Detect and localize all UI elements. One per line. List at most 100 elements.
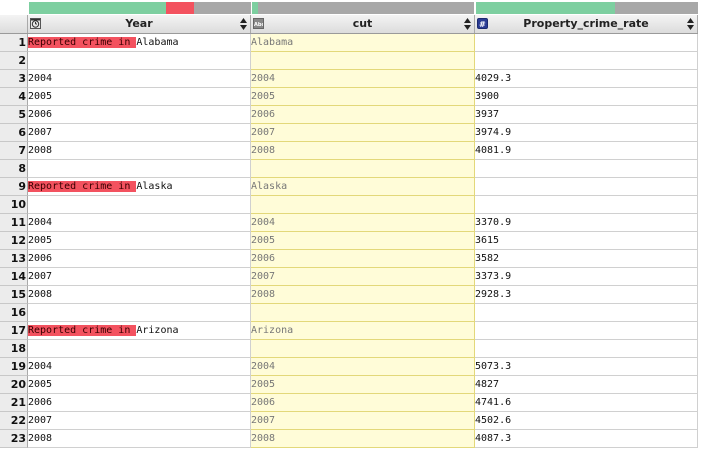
year-cell[interactable] <box>28 160 251 178</box>
year-cell[interactable]: Reported crime in Arizona <box>28 322 251 340</box>
year-cell[interactable]: 2005 <box>28 232 251 250</box>
sort-arrows-icon[interactable] <box>464 18 471 30</box>
text-type-icon[interactable]: Abc <box>253 18 264 29</box>
year-cell[interactable]: 2008 <box>28 430 251 448</box>
row-number[interactable]: 22 <box>0 412 28 430</box>
row-number[interactable]: 5 <box>0 106 28 124</box>
property-crime-rate-cell[interactable]: 3615 <box>475 232 698 250</box>
year-cell[interactable]: 2006 <box>28 106 251 124</box>
year-cell[interactable] <box>28 304 251 322</box>
row-number[interactable]: 3 <box>0 70 28 88</box>
row-number[interactable]: 8 <box>0 160 28 178</box>
row-number[interactable]: 9 <box>0 178 28 196</box>
property-crime-rate-cell[interactable]: 3937 <box>475 106 698 124</box>
row-number[interactable]: 4 <box>0 88 28 106</box>
property-crime-rate-cell[interactable] <box>475 340 698 358</box>
cut-cell[interactable]: 2007 <box>251 412 475 430</box>
year-cell[interactable]: 2008 <box>28 286 251 304</box>
column-header-cut[interactable]: Abc cut <box>251 15 475 33</box>
row-number[interactable]: 7 <box>0 142 28 160</box>
year-cell[interactable]: 2008 <box>28 142 251 160</box>
cut-cell[interactable]: 2004 <box>251 70 475 88</box>
property-crime-rate-cell[interactable]: 3582 <box>475 250 698 268</box>
year-cell[interactable]: Reported crime in Alaska <box>28 178 251 196</box>
property-crime-rate-cell[interactable] <box>475 304 698 322</box>
year-cell[interactable]: 2007 <box>28 124 251 142</box>
property-crime-rate-cell[interactable] <box>475 52 698 70</box>
quality-bar-cut[interactable] <box>252 2 474 14</box>
property-crime-rate-cell[interactable]: 4081.9 <box>475 142 698 160</box>
property-crime-rate-cell[interactable] <box>475 322 698 340</box>
cut-cell[interactable]: 2008 <box>251 286 475 304</box>
cut-cell[interactable] <box>251 196 475 214</box>
property-crime-rate-cell[interactable]: 4087.3 <box>475 430 698 448</box>
cut-cell[interactable]: 2004 <box>251 214 475 232</box>
property-crime-rate-cell[interactable] <box>475 34 698 52</box>
row-number[interactable]: 19 <box>0 358 28 376</box>
cut-cell[interactable]: Alabama <box>251 34 475 52</box>
year-cell[interactable]: 2005 <box>28 376 251 394</box>
row-number[interactable]: 15 <box>0 286 28 304</box>
cut-cell[interactable]: 2005 <box>251 376 475 394</box>
year-cell[interactable]: 2004 <box>28 70 251 88</box>
property-crime-rate-cell[interactable] <box>475 196 698 214</box>
cut-cell[interactable] <box>251 160 475 178</box>
row-number[interactable]: 2 <box>0 52 28 70</box>
year-cell[interactable] <box>28 52 251 70</box>
property-crime-rate-cell[interactable]: 3370.9 <box>475 214 698 232</box>
property-crime-rate-cell[interactable]: 3900 <box>475 88 698 106</box>
year-cell[interactable] <box>28 196 251 214</box>
row-number[interactable]: 18 <box>0 340 28 358</box>
row-number[interactable]: 17 <box>0 322 28 340</box>
property-crime-rate-cell[interactable]: 4741.6 <box>475 394 698 412</box>
property-crime-rate-cell[interactable]: 3373.9 <box>475 268 698 286</box>
cut-cell[interactable]: 2007 <box>251 124 475 142</box>
quality-bar-year[interactable] <box>29 2 251 14</box>
cut-cell[interactable]: 2006 <box>251 250 475 268</box>
row-number[interactable]: 14 <box>0 268 28 286</box>
quality-bar-property-crime-rate[interactable] <box>476 2 698 14</box>
year-cell[interactable]: 2005 <box>28 88 251 106</box>
column-header-property-crime-rate[interactable]: # Property_crime_rate <box>475 15 698 33</box>
cut-cell[interactable]: 2008 <box>251 430 475 448</box>
cut-cell[interactable]: 2006 <box>251 106 475 124</box>
row-number[interactable]: 23 <box>0 430 28 448</box>
year-cell[interactable]: 2004 <box>28 214 251 232</box>
year-cell[interactable]: 2007 <box>28 412 251 430</box>
property-crime-rate-cell[interactable] <box>475 160 698 178</box>
property-crime-rate-cell[interactable]: 4502.6 <box>475 412 698 430</box>
cut-cell[interactable] <box>251 52 475 70</box>
cut-cell[interactable]: 2007 <box>251 268 475 286</box>
row-number[interactable]: 1 <box>0 34 28 52</box>
year-cell[interactable]: Reported crime in Alabama <box>28 34 251 52</box>
row-number[interactable]: 12 <box>0 232 28 250</box>
cut-cell[interactable]: 2005 <box>251 88 475 106</box>
row-number[interactable]: 6 <box>0 124 28 142</box>
year-cell[interactable]: 2004 <box>28 358 251 376</box>
number-type-icon[interactable]: # <box>477 18 488 29</box>
sort-arrows-icon[interactable] <box>687 18 694 30</box>
column-header-year[interactable]: Year <box>28 15 251 33</box>
row-number[interactable]: 10 <box>0 196 28 214</box>
cut-cell[interactable]: 2005 <box>251 232 475 250</box>
row-number[interactable]: 11 <box>0 214 28 232</box>
cut-cell[interactable] <box>251 340 475 358</box>
year-cell[interactable]: 2006 <box>28 250 251 268</box>
property-crime-rate-cell[interactable]: 2928.3 <box>475 286 698 304</box>
year-cell[interactable]: 2006 <box>28 394 251 412</box>
row-number[interactable]: 21 <box>0 394 28 412</box>
property-crime-rate-cell[interactable]: 3974.9 <box>475 124 698 142</box>
cut-cell[interactable]: 2006 <box>251 394 475 412</box>
year-cell[interactable] <box>28 340 251 358</box>
cut-cell[interactable]: Alaska <box>251 178 475 196</box>
cut-cell[interactable]: Arizona <box>251 322 475 340</box>
row-number[interactable]: 20 <box>0 376 28 394</box>
sort-arrows-icon[interactable] <box>240 18 247 30</box>
cut-cell[interactable]: 2008 <box>251 142 475 160</box>
property-crime-rate-cell[interactable]: 5073.3 <box>475 358 698 376</box>
date-type-icon[interactable] <box>30 18 41 29</box>
row-number[interactable]: 16 <box>0 304 28 322</box>
row-number[interactable]: 13 <box>0 250 28 268</box>
property-crime-rate-cell[interactable]: 4827 <box>475 376 698 394</box>
cut-cell[interactable] <box>251 304 475 322</box>
